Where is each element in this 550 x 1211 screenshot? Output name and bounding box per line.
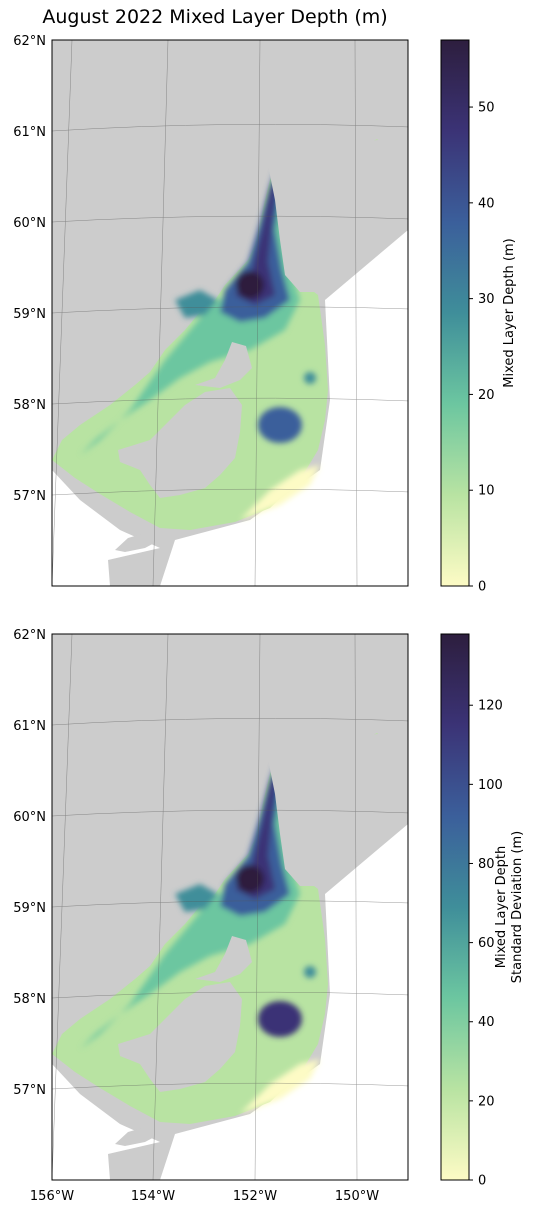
lat-tick-label: 61°N: [13, 125, 46, 140]
graticule: [52, 634, 408, 1180]
lat-tick-label: 60°N: [13, 810, 46, 825]
open-ocean-southwest: [52, 1064, 160, 1180]
colorbar: [440, 39, 470, 587]
open-ocean-southeast: [160, 824, 408, 1180]
colorbar-tick-label: 0: [478, 580, 486, 595]
island-kodiak: [118, 982, 242, 1092]
lat-tick-label: 58°N: [13, 992, 46, 1007]
colorbar-tick-label: 20: [478, 1094, 495, 1109]
lat-tick-label: 62°N: [13, 34, 46, 49]
map-svg-standard-deviation: 62°N 61°N 60°N 59°N 58°N 57°N 156°W 154°W 152°W 1…: [13, 628, 525, 1204]
lon-tick-label: 150°W: [335, 1189, 379, 1204]
graticule: [52, 40, 408, 586]
island-trinity: [115, 534, 160, 552]
colorbar-tick-label: 40: [478, 1015, 495, 1030]
colorbar-tick-label: 100: [478, 778, 503, 793]
map-panel-mixed-layer-depth: 62°N 61°N 60°N 59°N 58°N 57°N 0 10 20 30 40 50 Mixed…: [0, 0, 550, 600]
map-frame: [51, 633, 409, 1181]
colorbar-label: Mixed Layer Depth (m): [502, 238, 517, 387]
lat-tick-label: 60°N: [13, 216, 46, 231]
colorbar-tick-label: 0: [478, 1174, 486, 1189]
map-panel-standard-deviation: 62°N 61°N 60°N 59°N 58°N 57°N 156°W 154°W 152°W 1…: [0, 594, 550, 1211]
lat-tick-label: 59°N: [13, 307, 46, 322]
island-trinity: [115, 1128, 160, 1146]
map-frame: [51, 39, 409, 587]
lon-tick-label: 152°W: [233, 1189, 277, 1204]
mainland-north: [52, 634, 408, 1014]
lon-tick-label: 156°W: [30, 1189, 74, 1204]
map-svg-mixed-layer-depth: 62°N 61°N 60°N 59°N 58°N 57°N 0 10 20 30 40 50 Mixed…: [13, 34, 517, 595]
island-kodiak: [118, 388, 242, 498]
mainland-north: [52, 40, 408, 420]
colorbar-tick-label: 40: [478, 196, 495, 211]
lat-tick-label: 58°N: [13, 398, 46, 413]
colorbar-tick-label: 80: [478, 857, 495, 872]
lat-tick-label: 57°N: [13, 1083, 46, 1098]
colorbar-tick-label: 20: [478, 388, 495, 403]
colorbar-label: Mixed Layer DepthStandard Deviation (m): [494, 831, 525, 983]
lat-tick-label: 57°N: [13, 489, 46, 504]
colorbar-tick-label: 120: [478, 699, 503, 714]
colorbar-tick-label: 10: [478, 484, 495, 499]
colorbar-tick-label: 60: [478, 936, 495, 951]
colorbar-tick-label: 50: [478, 101, 495, 116]
island-afognak: [195, 936, 252, 982]
open-ocean-southwest: [52, 470, 160, 586]
open-ocean-southeast: [160, 230, 408, 586]
lat-tick-label: 59°N: [13, 901, 46, 916]
figure-title: August 2022 Mixed Layer Depth (m): [42, 6, 388, 28]
lat-tick-label: 61°N: [13, 719, 46, 734]
island-afognak: [195, 342, 252, 388]
colorbar-tick-label: 30: [478, 292, 495, 307]
lon-tick-label: 154°W: [131, 1189, 175, 1204]
lat-tick-label: 62°N: [13, 628, 46, 643]
colorbar: [440, 633, 470, 1181]
